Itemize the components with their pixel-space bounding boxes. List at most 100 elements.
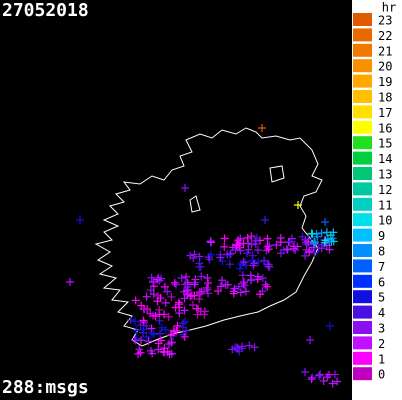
strike	[293, 242, 302, 251]
strike	[174, 298, 183, 307]
strike	[195, 259, 204, 268]
legend-swatch	[353, 74, 372, 88]
date-title: 27052018	[2, 0, 89, 21]
strike	[195, 252, 204, 261]
strike	[186, 251, 195, 260]
legend-swatch	[353, 259, 372, 273]
strike	[216, 253, 225, 262]
strike	[289, 244, 298, 253]
legend-swatch	[353, 90, 372, 103]
strike	[155, 305, 164, 314]
strike	[161, 325, 170, 334]
strike	[167, 338, 176, 347]
strike	[135, 345, 144, 354]
strike	[236, 264, 245, 273]
strike	[188, 300, 197, 309]
strike	[276, 238, 285, 247]
strike	[76, 216, 84, 224]
strike	[142, 321, 151, 330]
strike	[195, 290, 204, 299]
strike	[265, 241, 274, 250]
strike	[204, 279, 213, 288]
strike	[261, 280, 270, 289]
strike	[206, 237, 215, 246]
strike	[153, 275, 162, 284]
strike	[163, 347, 172, 356]
strike	[282, 244, 291, 253]
legend-label: 19	[378, 75, 392, 89]
legend-label: 21	[378, 44, 392, 58]
strike	[177, 274, 186, 283]
strike	[149, 277, 158, 286]
strike	[236, 246, 245, 255]
strike	[261, 216, 269, 224]
strike	[149, 330, 158, 339]
legend-swatch	[353, 213, 372, 227]
legend-label: 15	[378, 137, 392, 151]
strike	[308, 373, 317, 382]
strike	[221, 280, 230, 289]
strike	[240, 281, 249, 290]
strike	[319, 376, 328, 385]
strike	[153, 297, 162, 306]
legend-label: 3	[378, 322, 385, 336]
legend-swatch	[353, 28, 372, 42]
strike	[229, 289, 238, 298]
legend-label: 12	[378, 183, 392, 197]
strike	[203, 273, 212, 282]
strike	[246, 271, 255, 280]
strike	[140, 305, 149, 314]
strike	[217, 276, 226, 285]
strike	[232, 344, 241, 353]
strike	[272, 240, 281, 249]
strike	[323, 373, 332, 382]
legend-swatch	[353, 367, 372, 381]
strike	[151, 312, 160, 321]
strike	[166, 331, 175, 340]
legend-swatch	[353, 59, 372, 73]
strike	[180, 306, 189, 315]
strike	[264, 262, 273, 271]
strike	[156, 329, 165, 338]
strike	[301, 251, 310, 260]
strike	[183, 290, 192, 299]
inland-lake	[189, 195, 201, 213]
message-count: 288:msgs	[2, 377, 89, 398]
strike	[180, 332, 189, 341]
legend-label: 1	[378, 352, 385, 366]
strike	[179, 319, 188, 328]
strike	[149, 290, 158, 299]
strike	[161, 298, 170, 307]
strike	[316, 370, 325, 379]
legend-swatch	[353, 351, 372, 365]
strike	[169, 331, 178, 340]
strike	[328, 379, 337, 388]
strike	[154, 273, 163, 282]
strike	[294, 201, 302, 209]
strike	[126, 316, 135, 325]
legend-label: 10	[378, 214, 392, 228]
strike	[220, 242, 229, 251]
strike	[218, 257, 227, 266]
legend-label: 22	[378, 29, 392, 43]
strike	[148, 329, 157, 338]
strike	[157, 323, 166, 332]
strike	[239, 279, 248, 288]
strike	[144, 337, 153, 346]
strike	[175, 300, 184, 309]
strike	[132, 326, 141, 335]
strike	[196, 262, 205, 271]
strike	[137, 301, 146, 310]
legend-label: 23	[378, 14, 392, 28]
strike	[250, 343, 259, 352]
strike	[181, 184, 189, 192]
strike	[203, 285, 212, 294]
strike	[191, 278, 200, 287]
strike	[252, 233, 261, 242]
strike	[247, 240, 256, 249]
strike	[142, 332, 151, 341]
strike	[214, 287, 223, 296]
strike	[190, 291, 199, 300]
